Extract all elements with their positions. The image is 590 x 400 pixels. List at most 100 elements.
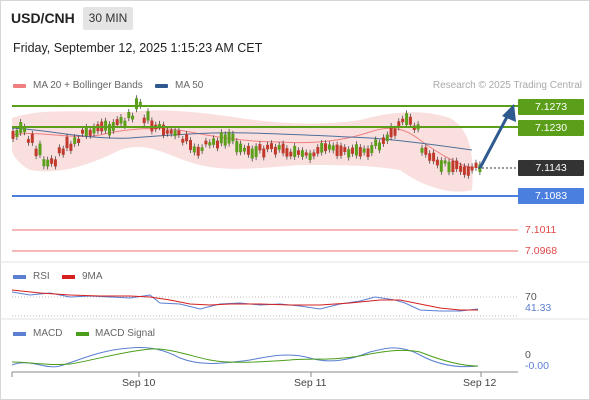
candle-body <box>393 128 397 136</box>
candle-body <box>127 111 131 119</box>
macd-signal-label: MACD Signal <box>95 328 156 339</box>
macd-value: -0.00 <box>525 360 549 372</box>
candle-body <box>53 159 57 167</box>
datetime-label: Friday, September 12, 2025 1:15:23 AM CE… <box>13 41 263 55</box>
candle-body <box>474 162 478 168</box>
ma50-swatch <box>155 83 168 88</box>
projection-arrow <box>478 114 510 169</box>
candle-body <box>439 160 443 172</box>
candle-body <box>300 150 304 157</box>
x-label-sep11: Sep 11 <box>294 377 327 389</box>
rsi-ma-label: 9MA <box>82 271 103 282</box>
candle-body <box>389 125 393 138</box>
candle-body <box>320 143 324 153</box>
candle-body <box>258 144 262 151</box>
rsi-ma-legend-swatch <box>62 275 75 279</box>
candle-body <box>366 148 370 157</box>
candle-body <box>104 120 108 131</box>
legend-ma20-label: MA 20 + Bollinger Bands <box>33 80 143 91</box>
candle-body <box>266 144 270 150</box>
candle-body <box>374 139 378 146</box>
candle-body <box>61 148 65 155</box>
macd-zero-label: 0 <box>525 349 531 361</box>
ma20-swatch <box>13 83 26 88</box>
candle-body <box>216 140 219 149</box>
candle-body <box>385 134 389 141</box>
candle-body <box>381 137 385 144</box>
candle-body <box>227 131 231 144</box>
x-axis-ticks <box>11 372 482 377</box>
candle-body <box>405 113 409 125</box>
macd-signal-line <box>11 348 479 367</box>
watermark: Research © 2025 Trading Central <box>432 80 582 91</box>
candle-body <box>235 141 239 153</box>
candle-body <box>26 139 30 143</box>
candle-body <box>231 133 235 142</box>
candle-body <box>115 119 119 126</box>
candle-body <box>343 147 347 152</box>
projection-arrowhead <box>502 104 516 122</box>
candle-body <box>92 126 96 134</box>
candle-body <box>169 130 173 134</box>
support-2-label: 7.0968 <box>525 245 558 257</box>
candle-body <box>285 148 289 157</box>
candle-body <box>304 152 308 156</box>
candle-body <box>65 136 69 149</box>
candle-body <box>204 140 208 145</box>
candle-body <box>34 148 38 157</box>
candle-body <box>200 147 204 151</box>
candle-body <box>451 160 455 172</box>
candle-body <box>192 146 196 153</box>
candle-body <box>15 130 19 137</box>
candle-body <box>123 120 127 127</box>
candle-body <box>23 126 27 133</box>
candle-body <box>81 129 84 134</box>
candle-body <box>196 146 200 156</box>
candle-body <box>177 130 181 136</box>
rsi-legend-swatch <box>13 275 26 279</box>
candle-body <box>165 130 169 134</box>
candle-body <box>254 146 258 158</box>
candle-body <box>138 101 142 106</box>
bollinger-band <box>12 110 473 192</box>
candle-body <box>420 147 424 153</box>
candle-body <box>447 161 451 173</box>
candle-body <box>131 115 135 120</box>
candle-body <box>455 160 459 170</box>
candle-body <box>243 147 246 152</box>
candle-body <box>38 143 42 156</box>
candle-body <box>331 145 335 151</box>
candle-body <box>273 146 277 155</box>
candle-body <box>189 140 192 150</box>
candle-body <box>397 121 401 128</box>
legend-ma20: MA 20 + Bollinger Bands <box>13 80 143 91</box>
candle-body <box>424 147 428 155</box>
candle-body <box>466 166 470 176</box>
candle-body <box>281 143 285 154</box>
candle-body <box>335 144 339 157</box>
candle-body <box>239 143 243 153</box>
timeframe-button[interactable]: 30 MIN <box>83 7 133 30</box>
candle-body <box>42 159 46 167</box>
candle-body <box>378 142 381 151</box>
pivot-tag: 7.1083 <box>518 188 584 204</box>
candle-body <box>327 144 331 150</box>
candle-body <box>308 152 312 160</box>
support-1-label: 7.1011 <box>525 224 557 236</box>
rsi-ma-line <box>11 289 478 311</box>
candle-body <box>316 147 320 154</box>
candle-body <box>297 150 300 155</box>
legend-ma50: MA 50 <box>155 80 203 91</box>
candle-body <box>223 134 227 146</box>
legend-ma50-label: MA 50 <box>175 80 204 91</box>
candle-body <box>339 145 343 156</box>
candle-body <box>50 158 54 164</box>
candle-body <box>77 138 81 143</box>
candle-body <box>435 159 439 166</box>
candle-body <box>246 145 250 155</box>
x-label-sep10: Sep 10 <box>122 377 156 389</box>
ma50-line <box>11 127 473 151</box>
x-label-sep12: Sep 12 <box>463 377 497 389</box>
rsi-70-label: 70 <box>525 291 537 303</box>
